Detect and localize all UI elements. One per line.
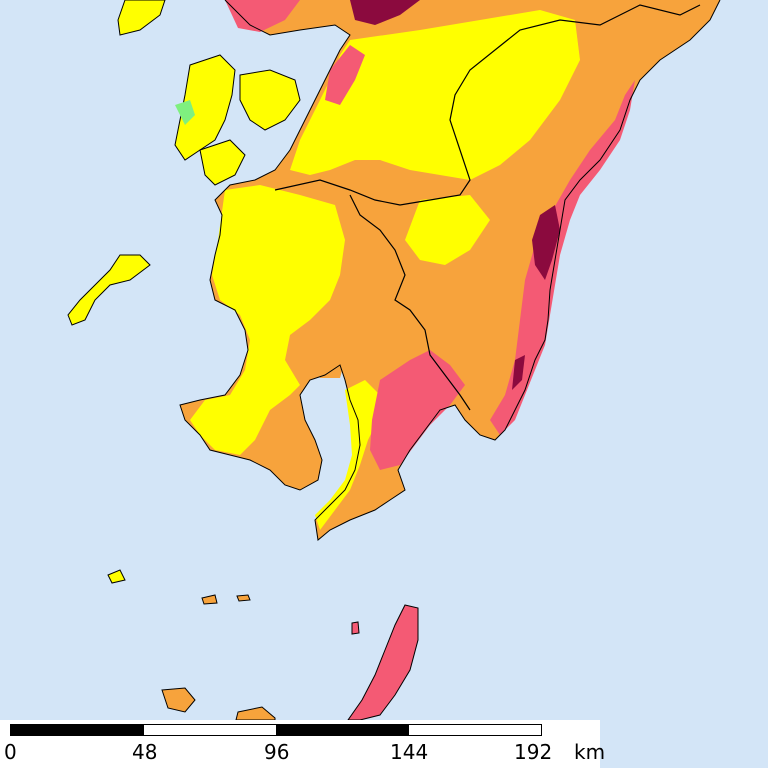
map-canvas[interactable] — [0, 0, 768, 720]
yellow-zone-west — [190, 185, 345, 455]
high-zone-south — [370, 350, 465, 470]
very-high-zone-top — [350, 0, 420, 25]
island-koshiki — [67, 254, 151, 326]
island-yakushima-2 — [235, 706, 276, 720]
mainland-coastline — [179, 0, 721, 541]
island-goto-low — [175, 100, 195, 125]
island-kuchinoerabu — [107, 569, 126, 584]
island-nagashima — [199, 139, 246, 186]
island-small-3 — [351, 621, 360, 635]
high-zone-east-coast — [490, 80, 635, 435]
island-small-1 — [201, 594, 218, 605]
high-zone-north — [325, 45, 365, 105]
scale-tick-0: 0 — [4, 740, 17, 764]
scale-unit: km — [574, 740, 606, 764]
very-high-zone-east-2 — [512, 355, 525, 390]
sakurajima — [312, 350, 345, 378]
yellow-zone-north — [290, 10, 580, 180]
prefecture-border-south — [349, 194, 471, 411]
scale-tick-144: 144 — [390, 740, 429, 764]
scale-segment — [408, 725, 541, 735]
scale-tick-48: 48 — [132, 740, 158, 764]
island-amakusa — [239, 69, 301, 131]
island-tanegashima — [347, 604, 419, 720]
island-yakushima — [161, 687, 196, 713]
scale-segment — [11, 725, 144, 735]
scale-tick-192: 192 — [514, 740, 553, 764]
yellow-zone-inland — [405, 195, 490, 265]
prefecture-border-north — [274, 4, 701, 206]
scale-segment — [143, 725, 276, 735]
scale-tick-96: 96 — [264, 740, 290, 764]
island-north-small — [117, 0, 166, 36]
very-high-zone-east — [532, 205, 560, 280]
scale-bar-panel: 0 48 96 144 192 km — [0, 720, 605, 768]
high-zone-top — [225, 0, 300, 32]
scale-segment — [276, 725, 409, 735]
yellow-zone-osumi — [315, 380, 380, 530]
island-small-2 — [236, 594, 251, 602]
scale-bar — [10, 724, 542, 736]
